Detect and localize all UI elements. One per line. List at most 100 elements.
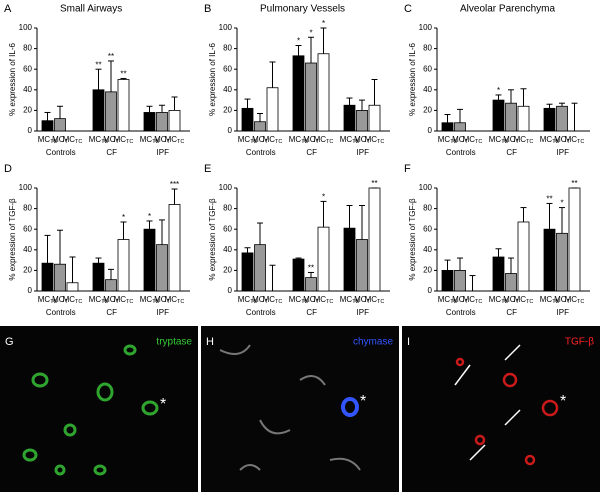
- bar: [543, 107, 556, 132]
- bar-label: MCTC: [314, 135, 334, 145]
- bar-label: MCTB: [289, 135, 309, 145]
- bar-label: MCTB: [540, 295, 560, 305]
- bar-label: MCTC: [314, 295, 334, 305]
- chart-title: Pulmonary Vessels: [260, 4, 345, 15]
- significance: *: [497, 86, 500, 95]
- y-tick-label: 0: [228, 126, 233, 135]
- y-tick-label: 0: [428, 286, 433, 295]
- y-tick-label: 40: [23, 245, 32, 254]
- bar: [266, 87, 279, 132]
- y-axis-label: % expression of TGF-β: [408, 198, 417, 281]
- y-tick-label: 60: [223, 64, 232, 73]
- svg-text:*: *: [560, 393, 566, 410]
- bar: [143, 228, 156, 292]
- category-label: CF: [506, 148, 517, 157]
- y-tick-label: 80: [423, 44, 432, 53]
- bar: [54, 263, 66, 292]
- y-tick-label: 80: [23, 204, 32, 213]
- bar-label: MCTB: [540, 135, 560, 145]
- bar: [556, 232, 568, 292]
- bar-label: MCTC: [165, 295, 185, 305]
- svg-text:*: *: [360, 393, 366, 410]
- bar-label: MCT: [103, 295, 119, 305]
- category-label: IPF: [357, 308, 370, 317]
- bar: [343, 227, 356, 292]
- significance: *: [560, 199, 563, 208]
- bar: [105, 279, 117, 292]
- category-label: IPF: [557, 308, 570, 317]
- bar: [66, 282, 79, 292]
- bar: [254, 121, 266, 132]
- bar-label: MCT: [103, 135, 119, 145]
- significance: *: [297, 37, 300, 46]
- panel-letter: H: [206, 336, 214, 348]
- bar-label: MCTB: [89, 135, 109, 145]
- bar-label: MCTB: [489, 295, 509, 305]
- category-label: CF: [306, 308, 317, 317]
- bar-label: MCT: [154, 295, 170, 305]
- bar-label: MCT: [154, 135, 170, 145]
- y-tick-label: 40: [423, 85, 432, 94]
- category-label: CF: [106, 148, 117, 157]
- panel-letter: C: [404, 3, 412, 15]
- stain-label: tryptase: [156, 337, 192, 348]
- bar: [356, 239, 368, 292]
- y-tick-label: 0: [228, 286, 233, 295]
- bar: [305, 62, 317, 132]
- significance: **: [95, 60, 101, 69]
- bar: [41, 262, 54, 292]
- bar-label: MCTC: [565, 295, 585, 305]
- bar-label: MCT: [252, 135, 268, 145]
- y-tick-label: 40: [423, 245, 432, 254]
- significance: **: [308, 264, 314, 273]
- y-tick-label: 100: [219, 23, 233, 32]
- bar: [41, 120, 54, 132]
- significance: ***: [170, 180, 179, 189]
- cell-h: [341, 397, 359, 417]
- bar: [368, 187, 381, 292]
- micrograph-backgrounds: * * *: [0, 326, 600, 492]
- category-label: IPF: [157, 308, 170, 317]
- significance: *: [322, 192, 325, 201]
- significance: **: [546, 195, 552, 204]
- bar-label: MCT: [252, 295, 268, 305]
- bar-label: MCTB: [289, 295, 309, 305]
- bar-label: MCTB: [340, 135, 360, 145]
- bar-label: MCTB: [238, 135, 258, 145]
- y-tick-label: 80: [223, 204, 232, 213]
- category-label: Controls: [246, 308, 276, 317]
- panel-letter: E: [204, 163, 211, 175]
- y-tick-label: 100: [19, 23, 33, 32]
- significance: **: [571, 179, 577, 188]
- bar-label: MCT: [52, 135, 68, 145]
- bar-label: MCTB: [438, 295, 458, 305]
- bar: [492, 99, 505, 132]
- bar: [168, 204, 181, 292]
- bar-label: MCTC: [114, 135, 134, 145]
- y-tick-label: 80: [423, 204, 432, 213]
- bar: [317, 53, 330, 132]
- category-label: IPF: [157, 148, 170, 157]
- chart-title: Small Airways: [60, 4, 122, 15]
- bar-label: MCTB: [340, 295, 360, 305]
- bar-label: MCTC: [463, 295, 483, 305]
- bar: [568, 187, 581, 292]
- bar-label: MCTC: [365, 135, 385, 145]
- y-axis-label: % expression of IL-6: [208, 42, 217, 115]
- bar-label: MCTB: [89, 295, 109, 305]
- significance: **: [108, 52, 114, 61]
- y-axis-label: % expression of TGF-β: [208, 198, 217, 281]
- bar: [543, 228, 556, 292]
- bar: [92, 89, 105, 132]
- bar-label: MCT: [303, 135, 319, 145]
- category-label: Controls: [46, 148, 76, 157]
- bar-label: MCT: [554, 135, 570, 145]
- y-tick-label: 100: [419, 183, 433, 192]
- y-tick-label: 100: [419, 23, 433, 32]
- y-tick-label: 80: [223, 44, 232, 53]
- panel-letter: D: [4, 163, 12, 175]
- category-label: CF: [106, 308, 117, 317]
- bar-label: MCTB: [140, 295, 160, 305]
- cells-g: [22, 344, 159, 476]
- y-tick-label: 20: [223, 266, 232, 275]
